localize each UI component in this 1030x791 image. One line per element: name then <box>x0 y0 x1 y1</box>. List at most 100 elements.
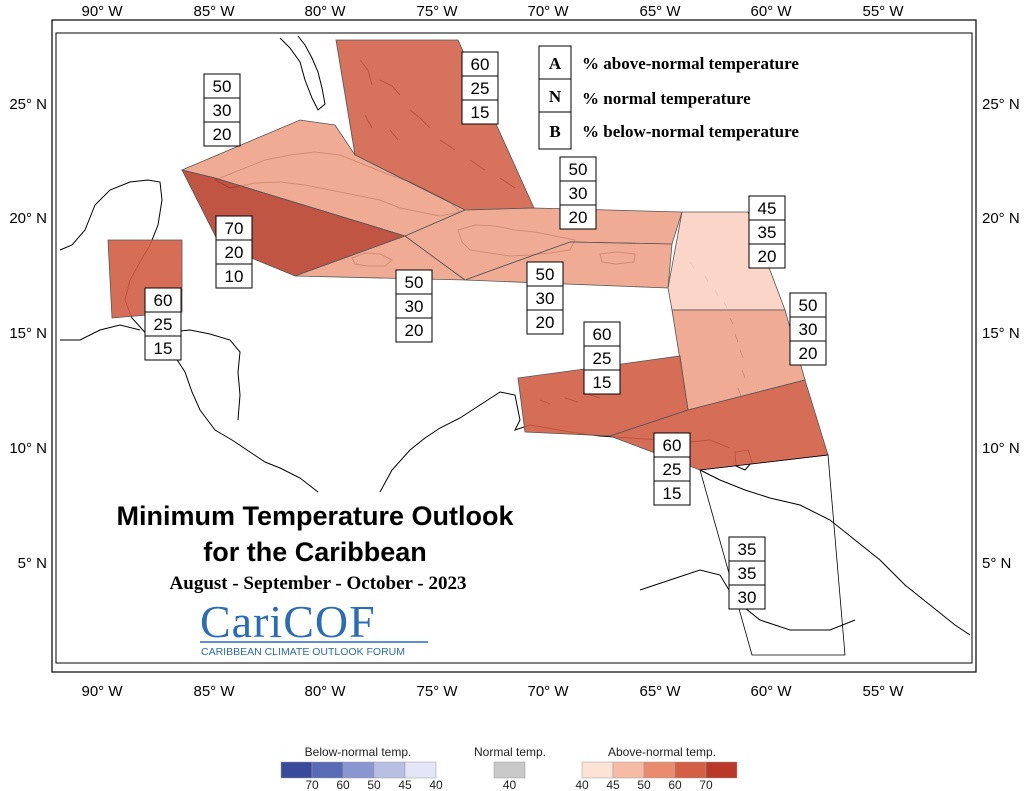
lon-tick-label: 85° W <box>193 3 235 20</box>
lat-tick-label: 25° N <box>982 96 1020 113</box>
probability-above-abc-islands: 60 <box>593 325 612 344</box>
colorbar-below-swatch <box>373 761 406 779</box>
probability-cell <box>583 369 621 395</box>
lat-tick-label: 10° N <box>982 440 1020 457</box>
left-latitude-ticks: 25° N 20° N 15° N 10° N 5° N <box>9 96 47 572</box>
probability-normal-hispaniola: 30 <box>536 289 555 308</box>
lat-tick-label: 5° N <box>982 555 1011 572</box>
probability-normal-guianas: 35 <box>738 564 757 583</box>
key-box <box>538 78 572 113</box>
lon-tick-label: 60° W <box>750 3 792 20</box>
probability-below-cayman-jamaica-west: 10 <box>225 267 244 286</box>
lon-tick-label: 80° W <box>304 3 346 20</box>
probability-cell <box>203 73 241 99</box>
colorbar-below-label: Below-normal temp. <box>305 745 412 759</box>
map-frame <box>55 32 973 664</box>
probability-cell <box>583 345 621 371</box>
caricof-logo: CariCOF CARIBBEAN CLIMATE OUTLOOK FORUM <box>200 596 428 658</box>
probability-below-hispaniola: 20 <box>536 313 555 332</box>
probability-cell <box>559 180 597 206</box>
lat-tick-label: 25° N <box>9 96 47 113</box>
colorbar-below-swatch <box>311 761 344 779</box>
probability-above-cayman-jamaica-west: 70 <box>225 219 244 238</box>
key-desc-above: % above-normal temperature <box>582 54 799 73</box>
lon-tick-label: 80° W <box>304 683 346 700</box>
lon-tick-label: 55° W <box>862 683 904 700</box>
lat-tick-label: 15° N <box>982 325 1020 342</box>
lon-tick-label: 75° W <box>416 3 458 20</box>
lat-tick-label: 20° N <box>9 210 47 227</box>
guianas-brazil-coast <box>699 469 971 636</box>
probability-below-jamaica: 20 <box>405 321 424 340</box>
probability-cell <box>203 121 241 147</box>
probability-cell <box>789 340 827 366</box>
colorbar-below-swatch <box>280 761 313 779</box>
outer-frame <box>51 19 977 673</box>
lon-tick-label: 65° W <box>639 683 681 700</box>
colorbar-tick-label: 60 <box>336 778 350 791</box>
probability-normal-jamaica: 30 <box>405 297 424 316</box>
colorbar-tick-label: 60 <box>668 778 682 791</box>
probability-below-guianas: 30 <box>738 588 757 607</box>
probability-normal-turks-caicos: 30 <box>569 184 588 203</box>
probability-above-bahamas: 60 <box>471 55 490 74</box>
forecast-period: August - September - October - 2023 <box>170 573 467 594</box>
colorbar-normal-swatch <box>493 761 526 779</box>
lon-tick-label: 60° W <box>750 683 792 700</box>
right-latitude-ticks: 25° N 20° N 15° N 10° N 5° N <box>982 96 1020 572</box>
lat-tick-label: 5° N <box>18 555 47 572</box>
colorbar-above-swatch <box>643 761 676 779</box>
colorbar-tick-label: 45 <box>606 778 620 791</box>
lat-tick-label: 10° N <box>9 440 47 457</box>
probability-cell <box>653 432 691 458</box>
lon-tick-label: 65° W <box>639 3 681 20</box>
colorbar-above-label: Above-normal temp. <box>608 745 716 759</box>
probability-above-guianas: 35 <box>738 540 757 559</box>
colorbar-tick-label: 45 <box>398 778 412 791</box>
colorbar-above-swatch <box>612 761 645 779</box>
probability-cell <box>395 269 433 295</box>
probability-below-trinidad-guyana-coast: 15 <box>663 484 682 503</box>
key-letter-below: B <box>549 122 560 141</box>
colorbar-legend: Below-normal temp. Normal temp. Above-no… <box>280 745 738 791</box>
colorbar-tick-label: 40 <box>575 778 589 791</box>
colorbar-tick-label: 40 <box>503 778 517 791</box>
probability-key: A N B % above-normal temperature % norma… <box>538 45 799 150</box>
probability-normal-belize: 25 <box>154 315 173 334</box>
probability-above-cuba: 50 <box>213 77 232 96</box>
florida-coast <box>279 35 326 111</box>
key-desc-normal: % normal temperature <box>582 89 751 108</box>
probability-normal-bahamas: 25 <box>471 79 490 98</box>
title-line-2: for the Caribbean <box>203 537 427 567</box>
probability-normal-cuba: 30 <box>213 101 232 120</box>
key-box <box>538 111 572 150</box>
outlook-regions <box>107 39 846 656</box>
probability-below-windward-islands: 20 <box>799 344 818 363</box>
probability-cell <box>653 480 691 506</box>
key-letter-normal: N <box>549 87 562 106</box>
probability-below-cuba: 20 <box>213 125 232 144</box>
probability-above-hispaniola: 50 <box>536 265 555 284</box>
probability-cell <box>728 560 766 586</box>
probability-above-windward-islands: 50 <box>799 296 818 315</box>
probability-above-belize: 60 <box>154 291 173 310</box>
colorbar-above-swatch <box>674 761 707 779</box>
caricof-logo-tagline: CARIBBEAN CLIMATE OUTLOOK FORUM <box>201 646 405 658</box>
probability-below-northern-lesser-antilles: 20 <box>758 247 777 266</box>
probability-below-abc-islands: 15 <box>593 373 612 392</box>
probability-normal-cayman-jamaica-west: 20 <box>225 243 244 262</box>
probability-cell <box>144 311 182 337</box>
title-line-1: Minimum Temperature Outlook <box>116 501 514 531</box>
probability-cell <box>559 204 597 230</box>
colorbar-below-swatch <box>404 761 437 779</box>
colorbar-tick-label: 50 <box>367 778 381 791</box>
probability-normal-trinidad-guyana-coast: 25 <box>663 460 682 479</box>
key-letter-above: A <box>549 54 562 73</box>
colorbar-above-swatch <box>705 761 738 779</box>
colorbar-tick-label: 70 <box>305 778 319 791</box>
colorbar-below-swatch <box>342 761 375 779</box>
key-box <box>538 45 572 80</box>
probability-cell <box>748 243 786 269</box>
probability-cell <box>395 317 433 343</box>
